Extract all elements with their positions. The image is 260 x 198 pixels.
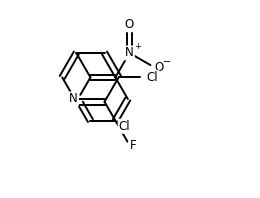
Text: F: F	[129, 139, 136, 151]
Text: +: +	[134, 42, 141, 51]
Text: O: O	[125, 18, 134, 31]
Text: O: O	[154, 61, 163, 74]
Text: N: N	[125, 47, 134, 59]
Text: −: −	[162, 57, 171, 67]
Text: N: N	[69, 92, 78, 106]
Text: Cl: Cl	[119, 120, 130, 133]
Text: Cl: Cl	[147, 71, 158, 84]
